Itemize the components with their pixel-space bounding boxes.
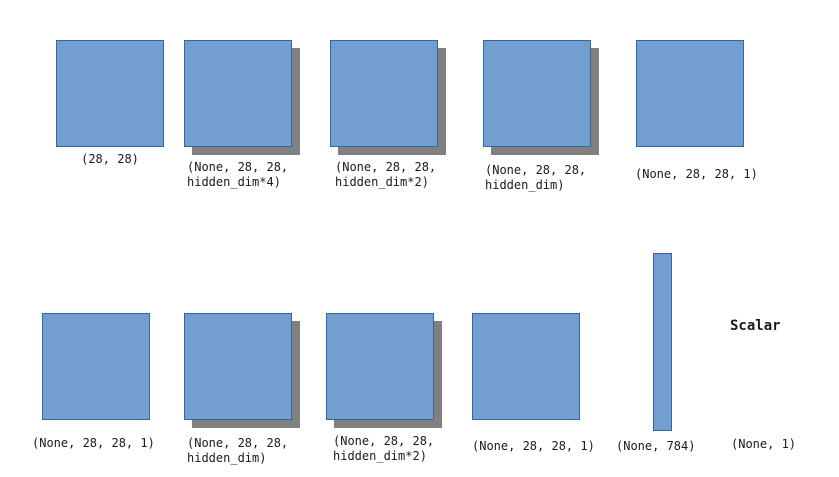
layer1-block bbox=[184, 40, 292, 147]
input-image-block bbox=[56, 40, 164, 147]
disc-layer1-block bbox=[184, 313, 292, 420]
disc-input-block bbox=[42, 313, 150, 420]
disc-layer2-block bbox=[326, 313, 434, 420]
output-shape-label: (None, 28, 28, 1) bbox=[635, 167, 758, 181]
layer3-shape-label: (None, 28, 28, hidden_dim) bbox=[485, 163, 587, 192]
disc-input-shape-label: (None, 28, 28, 1) bbox=[32, 436, 155, 450]
disc-layer3-block bbox=[472, 313, 580, 420]
layer1-shape-label: (None, 28, 28, hidden_dim*4) bbox=[187, 160, 289, 189]
input-shape-label: (28, 28) bbox=[81, 152, 139, 166]
scalar-shape-label: (None, 1) bbox=[731, 437, 797, 451]
layer3-block bbox=[483, 40, 591, 147]
layer2-shape-label: (None, 28, 28, hidden_dim*2) bbox=[335, 160, 437, 189]
disc-layer2-shape-label: (None, 28, 28, hidden_dim*2) bbox=[333, 434, 435, 463]
layer2-block bbox=[330, 40, 438, 147]
disc-layer1-shape-label: (None, 28, 28, hidden_dim) bbox=[187, 436, 289, 465]
disc-layer3-shape-label: (None, 28, 28, 1) bbox=[472, 439, 595, 453]
flatten-vector-block bbox=[653, 253, 672, 431]
output-block bbox=[636, 40, 744, 147]
scalar-title: Scalar bbox=[730, 318, 781, 334]
flatten-shape-label: (None, 784) bbox=[616, 439, 696, 453]
